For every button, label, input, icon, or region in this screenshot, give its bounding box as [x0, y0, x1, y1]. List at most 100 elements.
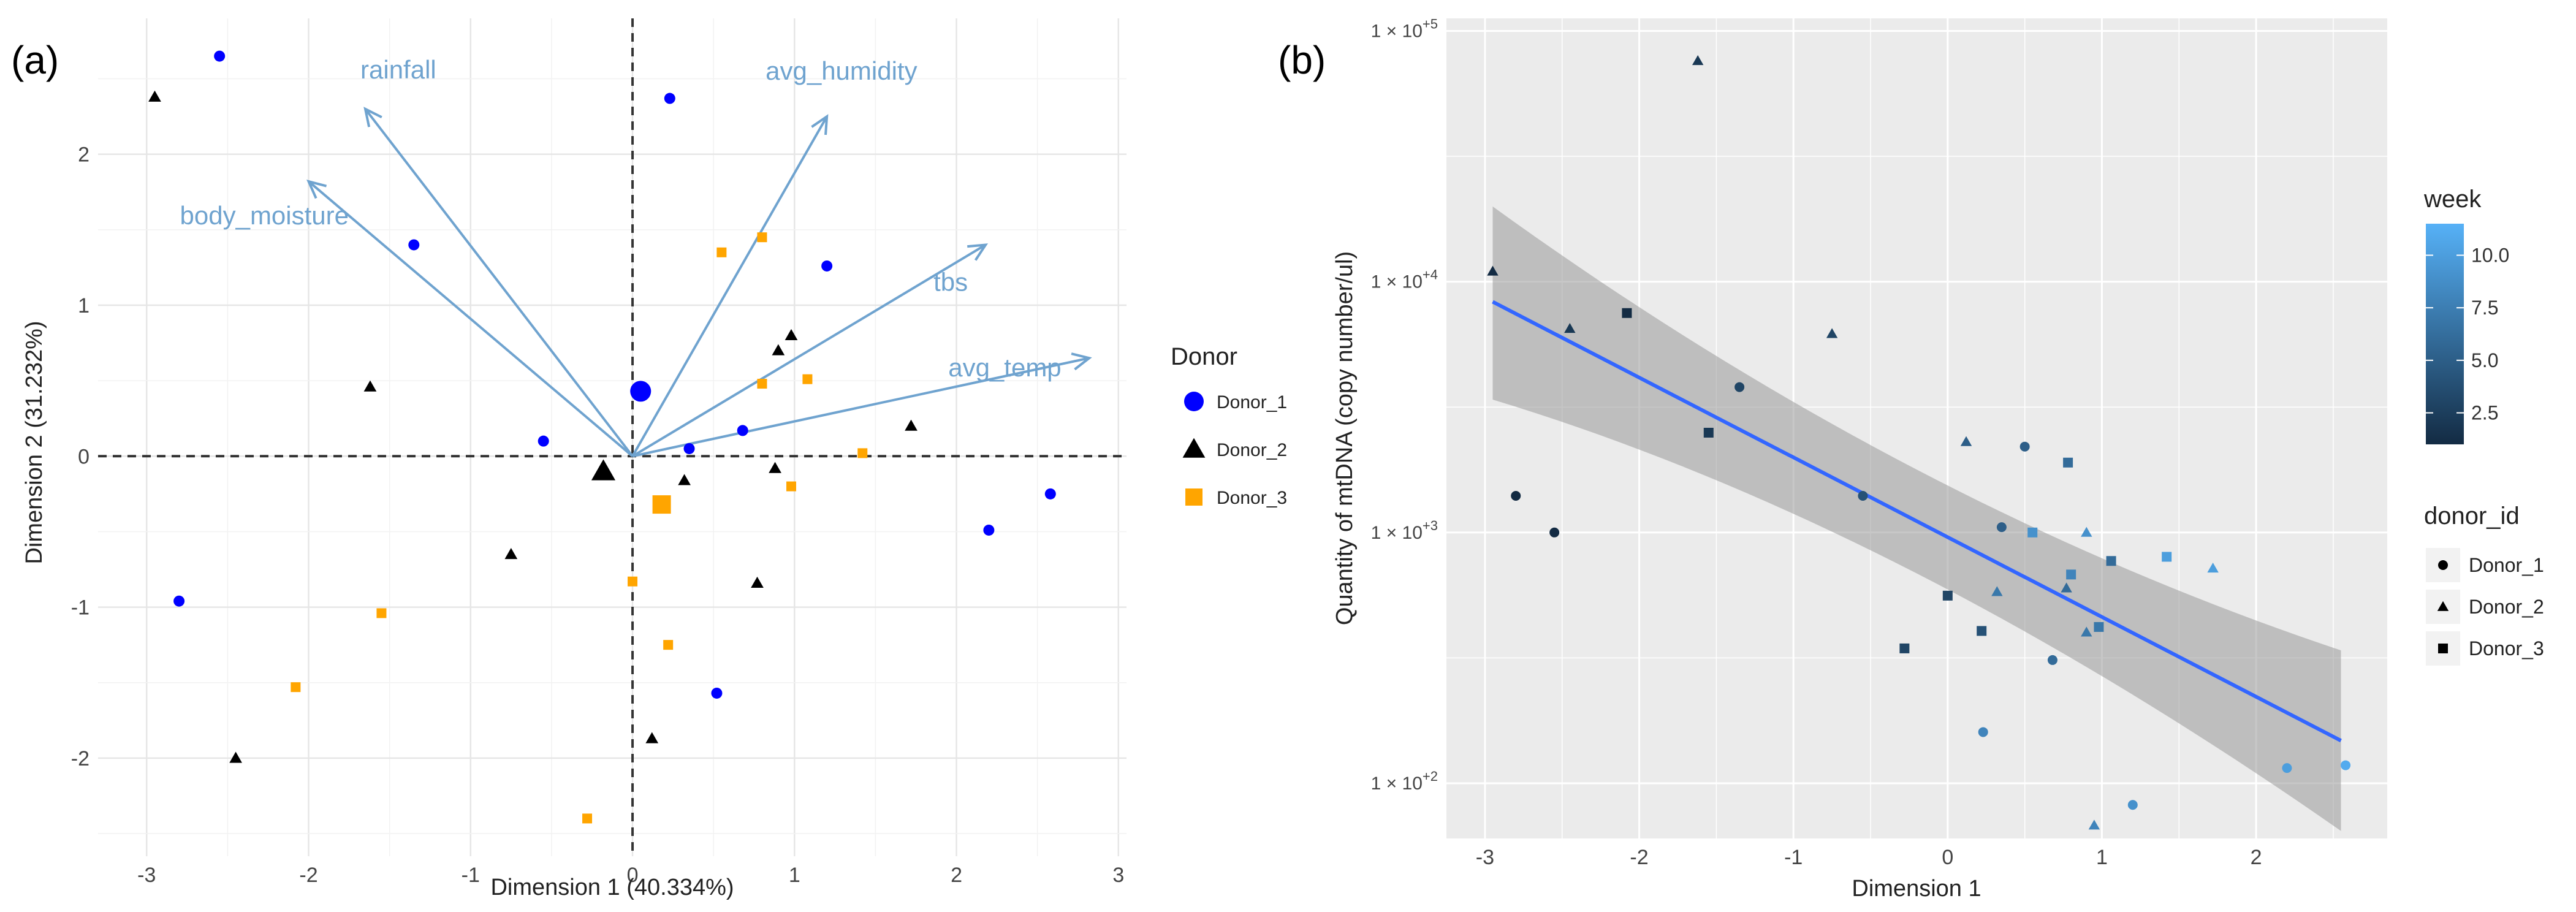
y-tick-base: 1 × 10	[1371, 272, 1423, 292]
point-donor_3	[2066, 569, 2076, 580]
point-donor_2	[1564, 322, 1576, 333]
point-donor_2	[504, 548, 518, 560]
legend-label: Donor_2	[1217, 440, 1287, 460]
point-donor_3	[2162, 552, 2172, 562]
legend-label: Donor_2	[2469, 596, 2544, 618]
point-donor_3	[716, 247, 727, 257]
point-donor_1	[538, 435, 549, 447]
y-tick-exponent: +2	[1423, 769, 1438, 784]
loading-vector-arrowhead	[811, 114, 829, 135]
legend-key-donor_2	[1182, 438, 1206, 458]
loading-vector-label: avg_temp	[948, 353, 1061, 382]
y-tick-label: 1 × 10+2	[1371, 769, 1438, 794]
point-donor_1	[711, 687, 723, 699]
donor-id-legend-title: donor_id	[2424, 503, 2520, 530]
point-donor_3	[291, 682, 301, 693]
point-donor_1	[214, 50, 226, 62]
pca-y-axis-label: Dimension 2 (31.232%)	[21, 321, 47, 564]
pca-legend: Donor Donor_1 Donor_2 Donor_3	[1171, 343, 1287, 508]
donor-id-legend: donor_id Donor_1 Donor_2 Donor_3	[2424, 503, 2544, 666]
centroid-donor_2	[591, 459, 616, 481]
regression-x-axis-label: Dimension 1	[1852, 876, 1981, 902]
x-tick-label: 0	[1942, 846, 1953, 869]
x-tick-label: 0	[627, 864, 639, 887]
loading-vector-tbs	[632, 243, 987, 458]
point-donor_3	[628, 576, 638, 587]
x-tick-label: 2	[951, 864, 962, 887]
loading-vector-avg_humidity	[631, 116, 828, 457]
point-donor_1	[821, 260, 833, 272]
loading-vector-rainfall	[364, 108, 634, 457]
point-donor_3	[663, 640, 674, 650]
confidence-band	[1492, 206, 2341, 831]
week-colorbar	[2426, 224, 2464, 444]
point-donor_2	[1692, 55, 1704, 66]
point-donor_1	[664, 93, 675, 104]
legend-key-donor_1	[1184, 392, 1204, 411]
legend-label: Donor_3	[1217, 488, 1287, 508]
loading-vector-label: rainfall	[360, 55, 436, 84]
point-donor_3	[582, 813, 593, 824]
legend-label: Donor_1	[2469, 554, 2544, 576]
regression-y-tick-labels: 1 × 10+21 × 10+31 × 10+41 × 10+5	[1371, 16, 1438, 794]
regression-points	[1487, 55, 2351, 830]
point-donor_1	[737, 425, 748, 436]
point-donor_2	[229, 751, 242, 763]
panel-a-label: (a)	[11, 38, 59, 82]
point-donor_2	[1960, 436, 1972, 446]
colorbar-tick-label: 5.0	[2471, 349, 2498, 371]
regression-fit	[1492, 206, 2342, 831]
point-donor_3	[1977, 626, 1987, 636]
y-tick-label: 1 × 10+4	[1371, 267, 1438, 292]
pca-y-tick-labels: -2 -1 0 1 2	[71, 143, 89, 770]
point-donor_1	[983, 524, 995, 536]
loading-vector-label: tbs	[933, 267, 968, 296]
loading-vector-arrowhead	[363, 107, 382, 127]
point-donor_2	[2207, 562, 2219, 573]
y-tick-base: 1 × 10	[1371, 21, 1423, 41]
point-donor_2	[751, 576, 764, 588]
x-tick-label: -2	[299, 864, 317, 887]
point-donor_2	[148, 90, 161, 102]
point-donor_2	[1826, 328, 1838, 338]
panel-b-label: (b)	[1278, 38, 1326, 82]
colorbar-tick-label: 10.0	[2471, 244, 2509, 266]
x-tick-label: -3	[1476, 846, 1494, 869]
y-tick-exponent: +3	[1423, 518, 1438, 533]
x-tick-label: -3	[137, 864, 156, 887]
regression-line	[1492, 300, 2342, 743]
point-donor_2	[769, 462, 781, 473]
point-donor_3	[757, 379, 767, 389]
point-donor_2	[2081, 526, 2092, 537]
point-donor_2	[772, 344, 785, 355]
point-donor_2	[2061, 582, 2072, 593]
point-donor_1	[2341, 760, 2351, 770]
point-donor_3	[802, 374, 813, 384]
point-donor_2	[645, 732, 659, 743]
point-donor_3	[2106, 556, 2116, 566]
legend-key-donor_3	[2438, 644, 2448, 653]
y-tick-base: 1 × 10	[1371, 773, 1423, 794]
regression-y-axis-label: Quantity of mtDNA (copy number/ul)	[1332, 251, 1358, 625]
legend-label: Donor_1	[1217, 392, 1287, 412]
point-donor_3	[857, 448, 868, 458]
y-tick-label: 1	[78, 294, 89, 317]
y-tick-base: 1 × 10	[1371, 523, 1423, 543]
point-donor_3	[1942, 590, 1953, 601]
x-tick-label: 1	[2096, 846, 2108, 869]
point-donor_1	[2047, 655, 2057, 665]
point-donor_2	[785, 329, 798, 341]
point-donor_2	[905, 419, 918, 431]
centroid-donor_3	[652, 495, 671, 514]
point-donor_3	[1703, 427, 1714, 438]
week-legend-title: week	[2423, 186, 2482, 213]
point-donor_1	[1858, 491, 1868, 501]
y-tick-exponent: +5	[1423, 16, 1438, 31]
pca-x-tick-labels: -3 -2 -1 0 1 2 3	[137, 864, 1124, 887]
point-donor_2	[2088, 819, 2100, 830]
y-tick-label: 1 × 10+3	[1371, 518, 1438, 543]
regression-x-tick-labels: -3 -2 -1 0 1 2	[1476, 846, 2262, 869]
y-tick-label: -2	[71, 747, 89, 770]
x-tick-label: 2	[2251, 846, 2262, 869]
